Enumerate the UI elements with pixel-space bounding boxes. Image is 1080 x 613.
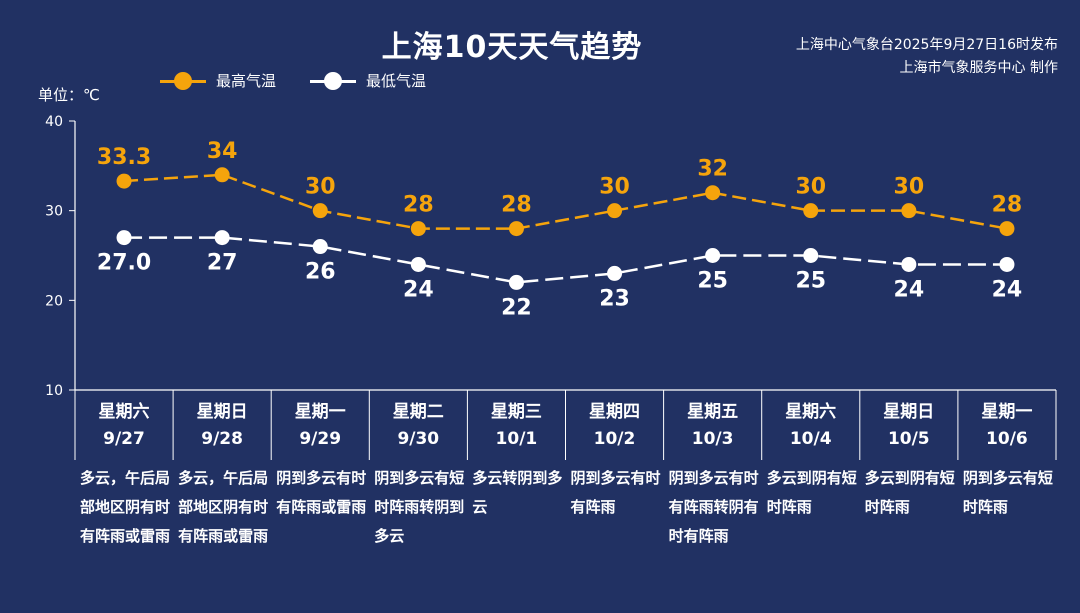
data-point-high xyxy=(999,221,1015,237)
x-category-cell: 星期五 10/3 xyxy=(664,392,762,460)
x-category-cell: 星期一 10/6 xyxy=(958,392,1056,460)
weather-description: 多云到阴有短时阵雨 xyxy=(766,469,857,516)
x-category-cell: 星期六 10/4 xyxy=(762,392,860,460)
weekday-label: 星期二 xyxy=(392,402,444,422)
chart-title: 上海10天天气趋势 xyxy=(381,30,643,65)
data-point-high xyxy=(607,203,623,219)
x-category-cell: 星期六 9/27 xyxy=(75,392,173,460)
data-point-low xyxy=(312,239,328,255)
data-point-low xyxy=(508,274,524,290)
data-point-low xyxy=(901,256,917,272)
x-category-cell: 星期日 9/28 xyxy=(173,392,271,460)
data-point-high xyxy=(508,221,524,237)
source-line-2: 上海市气象服务中心 制作 xyxy=(899,60,1058,76)
legend-label-low: 最低气温 xyxy=(366,72,427,90)
date-label: 10/3 xyxy=(691,429,734,449)
source-line-1: 上海中心气象台2025年9月27日16时发布 xyxy=(795,37,1058,53)
x-category-cell: 星期三 10/1 xyxy=(467,392,565,460)
weekday-label: 星期四 xyxy=(589,402,640,422)
data-point-high xyxy=(803,203,819,219)
weekday-label: 星期三 xyxy=(490,402,542,422)
weekday-label: 星期日 xyxy=(196,402,248,422)
weekday-label: 星期六 xyxy=(785,402,837,422)
legend: 最高气温 最低气温 xyxy=(160,70,426,91)
data-label-high: 32 xyxy=(697,157,728,182)
y-tick-label: 40 xyxy=(45,114,63,130)
date-label: 10/5 xyxy=(887,429,930,449)
date-label: 9/28 xyxy=(201,429,243,449)
weather-description: 多云，午后局部地区阴有时有阵雨或雷雨 xyxy=(178,469,269,545)
weekday-label: 星期一 xyxy=(981,402,1033,422)
legend-swatch-low xyxy=(310,71,357,91)
weekday-label: 星期六 xyxy=(98,402,150,422)
y-tick-label: 10 xyxy=(45,383,63,399)
data-point-high xyxy=(214,167,230,183)
weather-description: 多云转阴到多云 xyxy=(472,469,563,516)
x-category-cell: 星期一 9/29 xyxy=(271,392,369,460)
weather-description: 阴到多云有时有阵雨或雷雨 xyxy=(276,469,367,516)
date-label: 9/29 xyxy=(299,429,342,449)
x-category-cell: 星期四 10/2 xyxy=(566,392,664,460)
data-point-low xyxy=(607,265,623,281)
date-label: 10/4 xyxy=(789,429,832,449)
weather-description: 阴到多云有短时阵雨 xyxy=(962,469,1053,516)
data-point-high xyxy=(312,203,328,219)
data-point-high xyxy=(410,221,426,237)
date-label: 9/27 xyxy=(103,429,145,449)
data-label-low: 25 xyxy=(697,269,728,294)
weekday-label: 星期五 xyxy=(687,402,739,422)
weather-description: 多云到阴有短时阵雨 xyxy=(864,469,955,516)
data-point-low xyxy=(803,248,819,263)
weather-description: 阴到多云有时有阵雨转阴有时有阵雨 xyxy=(668,469,759,545)
legend-item-high: 最高气温 xyxy=(160,70,276,91)
data-label-high: 30 xyxy=(894,175,925,200)
data-point-high xyxy=(901,203,917,219)
data-label-low: 24 xyxy=(403,277,434,302)
date-label: 10/1 xyxy=(495,429,538,449)
date-label: 9/30 xyxy=(397,429,440,449)
y-tick-label: 30 xyxy=(45,204,63,220)
data-label-high: 30 xyxy=(795,175,826,200)
data-point-high xyxy=(705,185,721,201)
weather-description: 阴到多云有短时阵雨转阴到多云 xyxy=(374,469,465,545)
legend-label-high: 最高气温 xyxy=(216,72,277,90)
date-label: 10/2 xyxy=(593,429,636,449)
date-label: 10/6 xyxy=(986,429,1028,449)
data-label-low: 27 xyxy=(207,251,238,276)
weather-description: 多云，午后局部地区阴有时有阵雨或雷雨 xyxy=(80,469,171,545)
source-info: 上海中心气象台2025年9月27日16时发布 上海市气象服务中心 制作 xyxy=(796,34,1058,80)
data-label-low: 27.0 xyxy=(97,251,151,276)
data-point-low xyxy=(116,230,132,246)
legend-item-low: 最低气温 xyxy=(310,70,426,91)
data-point-low xyxy=(214,230,230,246)
data-point-low xyxy=(999,256,1015,272)
data-label-high: 30 xyxy=(305,175,336,200)
data-label-low: 24 xyxy=(894,277,925,302)
y-tick-label: 20 xyxy=(45,293,63,309)
weekday-label: 星期一 xyxy=(294,402,346,422)
data-label-low: 25 xyxy=(795,269,826,294)
series-line-high xyxy=(123,173,1008,230)
data-label-high: 33.3 xyxy=(97,145,151,170)
data-label-high: 30 xyxy=(599,175,630,200)
unit-label: 单位：℃ xyxy=(38,86,100,104)
weather-description: 阴到多云有时有阵雨 xyxy=(570,469,661,516)
data-point-low xyxy=(410,256,426,272)
data-label-high: 28 xyxy=(501,193,532,218)
data-label-high: 28 xyxy=(992,193,1023,218)
series-line-low xyxy=(124,236,1007,284)
data-label-high: 34 xyxy=(207,139,238,164)
data-label-low: 23 xyxy=(599,286,630,311)
weekday-label: 星期日 xyxy=(883,402,935,422)
x-category-cell: 星期二 9/30 xyxy=(369,392,467,460)
data-point-low xyxy=(705,248,721,263)
data-label-low: 22 xyxy=(501,295,532,320)
data-label-high: 28 xyxy=(403,193,434,218)
legend-swatch-high xyxy=(160,71,206,91)
x-category-cell: 星期日 10/5 xyxy=(860,392,958,460)
data-point-high xyxy=(116,173,132,189)
data-label-low: 26 xyxy=(305,260,336,285)
data-label-low: 24 xyxy=(992,277,1023,302)
